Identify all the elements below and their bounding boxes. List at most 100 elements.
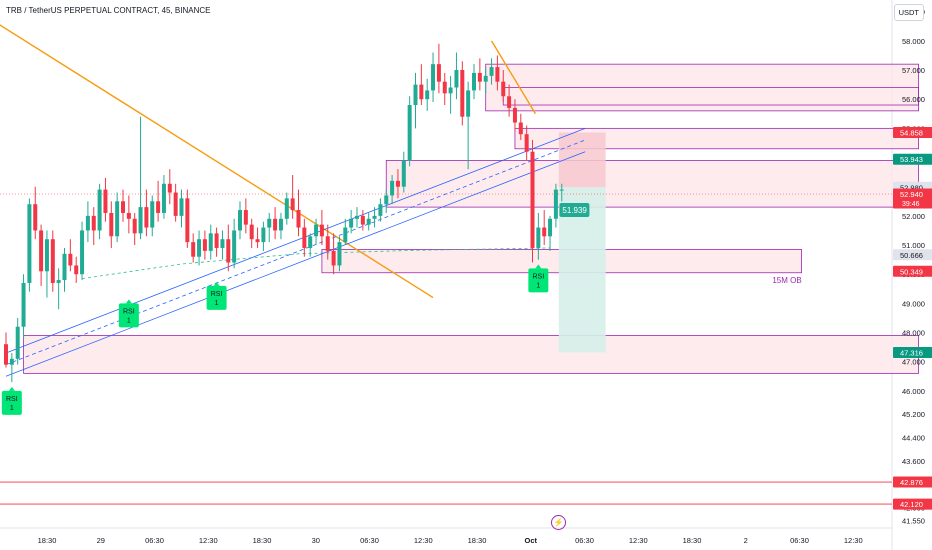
rsi-signal-box <box>206 285 227 310</box>
candle-body <box>542 227 547 237</box>
candle-body <box>39 230 44 272</box>
price-axis-label-text: 42.120 <box>900 500 923 509</box>
candle-body <box>185 198 190 243</box>
rsi-signal-arrow <box>125 299 132 304</box>
x-axis-tick-label: 18:30 <box>38 536 57 545</box>
candle-body <box>431 64 436 91</box>
candle-body <box>255 239 260 243</box>
candle-body <box>44 239 49 272</box>
y-axis-tick-label: 46.000 <box>902 387 925 396</box>
candle-body <box>21 282 26 327</box>
candle-body <box>173 192 178 216</box>
candle-body <box>378 204 383 216</box>
price-axis-label-bg <box>893 498 932 510</box>
rsi-signal-marker: RSI 1 <box>1 386 22 415</box>
candle-body <box>395 180 400 187</box>
candle-body <box>530 151 535 248</box>
price-axis-label: 52.940 39:46 <box>893 188 932 209</box>
y-axis-tick-label: 47.000 <box>902 358 925 367</box>
x-axis-tick-label: 12:30 <box>844 536 863 545</box>
candle-body <box>197 239 202 257</box>
trendline <box>5 139 586 366</box>
candle-body <box>548 218 553 237</box>
candle-body <box>337 242 342 266</box>
price-axis-label-bg <box>893 476 932 488</box>
candle-body <box>512 107 517 123</box>
candle-body <box>150 201 155 228</box>
rsi-signal-label: RSI <box>6 396 18 403</box>
stop-loss-zone <box>558 132 606 188</box>
candle-body <box>454 70 459 88</box>
trendline <box>0 24 434 299</box>
candle-body <box>138 207 143 234</box>
candle-body <box>33 204 38 231</box>
currency-unit-button[interactable]: USDT <box>893 4 924 21</box>
candle-body <box>121 201 125 213</box>
candle-body <box>156 201 161 213</box>
price-axis-label: 50.666 <box>893 249 932 261</box>
candle-body <box>536 227 541 248</box>
event-bolt-icon[interactable]: ⚡ <box>551 515 566 530</box>
order-block-zone <box>23 335 919 374</box>
candle-body <box>144 207 149 228</box>
x-axis-tick-label: Oct <box>524 536 537 545</box>
candle-body <box>208 233 213 251</box>
y-axis-tick-label: 52.000 <box>902 212 925 221</box>
rsi-signal-count: 1 <box>215 300 219 307</box>
candle-body <box>466 90 471 117</box>
candle-body <box>115 201 120 237</box>
candle-body <box>290 198 295 211</box>
price-axis-label: 42.876 <box>893 476 932 488</box>
candle-body <box>518 122 523 135</box>
candle-body <box>483 75 488 82</box>
candle-body <box>425 90 430 100</box>
candle-body <box>501 81 506 97</box>
candle-body <box>202 239 207 251</box>
candle-body <box>85 215 90 231</box>
rsi-signal-arrow <box>8 386 15 391</box>
candle-body <box>220 239 225 248</box>
candle-body <box>226 239 231 263</box>
x-axis-tick-label: 30 <box>312 536 320 545</box>
candle-body <box>9 358 14 365</box>
candle-body <box>126 212 131 219</box>
candle-body <box>267 218 272 228</box>
x-axis-tick-label: 18:30 <box>683 536 702 545</box>
candle-body <box>161 183 166 213</box>
candle-body <box>314 224 319 237</box>
rsi-signal-label: RSI <box>211 291 223 298</box>
candle-body <box>214 233 219 248</box>
rsi-signal-count: 1 <box>10 405 14 412</box>
y-axis-tick-label: 41.550 <box>902 517 925 526</box>
rsi-signal-arrow <box>535 264 542 269</box>
candle-body <box>191 242 196 257</box>
price-axis-label-text: 52.980 <box>900 183 923 192</box>
y-axis-tick-label: 45.200 <box>902 410 925 419</box>
candle-body <box>302 227 307 248</box>
price-axis-label-text: 50.666 <box>900 251 923 260</box>
x-axis-tick-label: 29 <box>97 536 105 545</box>
rsi-signal-arrow <box>213 281 220 286</box>
price-axis-label-bg <box>893 126 932 138</box>
y-axis-tick-label: 56.000 <box>902 95 925 104</box>
y-axis-tick-label: 51.000 <box>902 241 925 250</box>
entry-price-label: 51.939 <box>562 206 587 215</box>
candle-body <box>436 64 441 82</box>
candle-body <box>413 84 418 106</box>
candle-body <box>97 189 102 231</box>
entry-price-tag <box>559 203 590 218</box>
order-block-zone <box>385 160 919 208</box>
candle-body <box>401 160 406 187</box>
price-axis-label-text: 52.940 <box>900 190 923 199</box>
candle-body <box>559 189 564 191</box>
rsi-signal-count: 1 <box>127 317 131 324</box>
candle-body <box>50 239 55 283</box>
price-axis-label-bg <box>893 265 932 277</box>
rsi-signal-marker: RSI 1 <box>528 264 549 293</box>
rsi-signal-label: RSI <box>123 308 135 315</box>
candle-body <box>243 210 248 225</box>
rsi-signal-marker: RSI 1 <box>118 299 139 328</box>
price-axis-label-text: 54.858 <box>900 128 923 137</box>
candle-countdown: 39:46 <box>902 201 920 208</box>
